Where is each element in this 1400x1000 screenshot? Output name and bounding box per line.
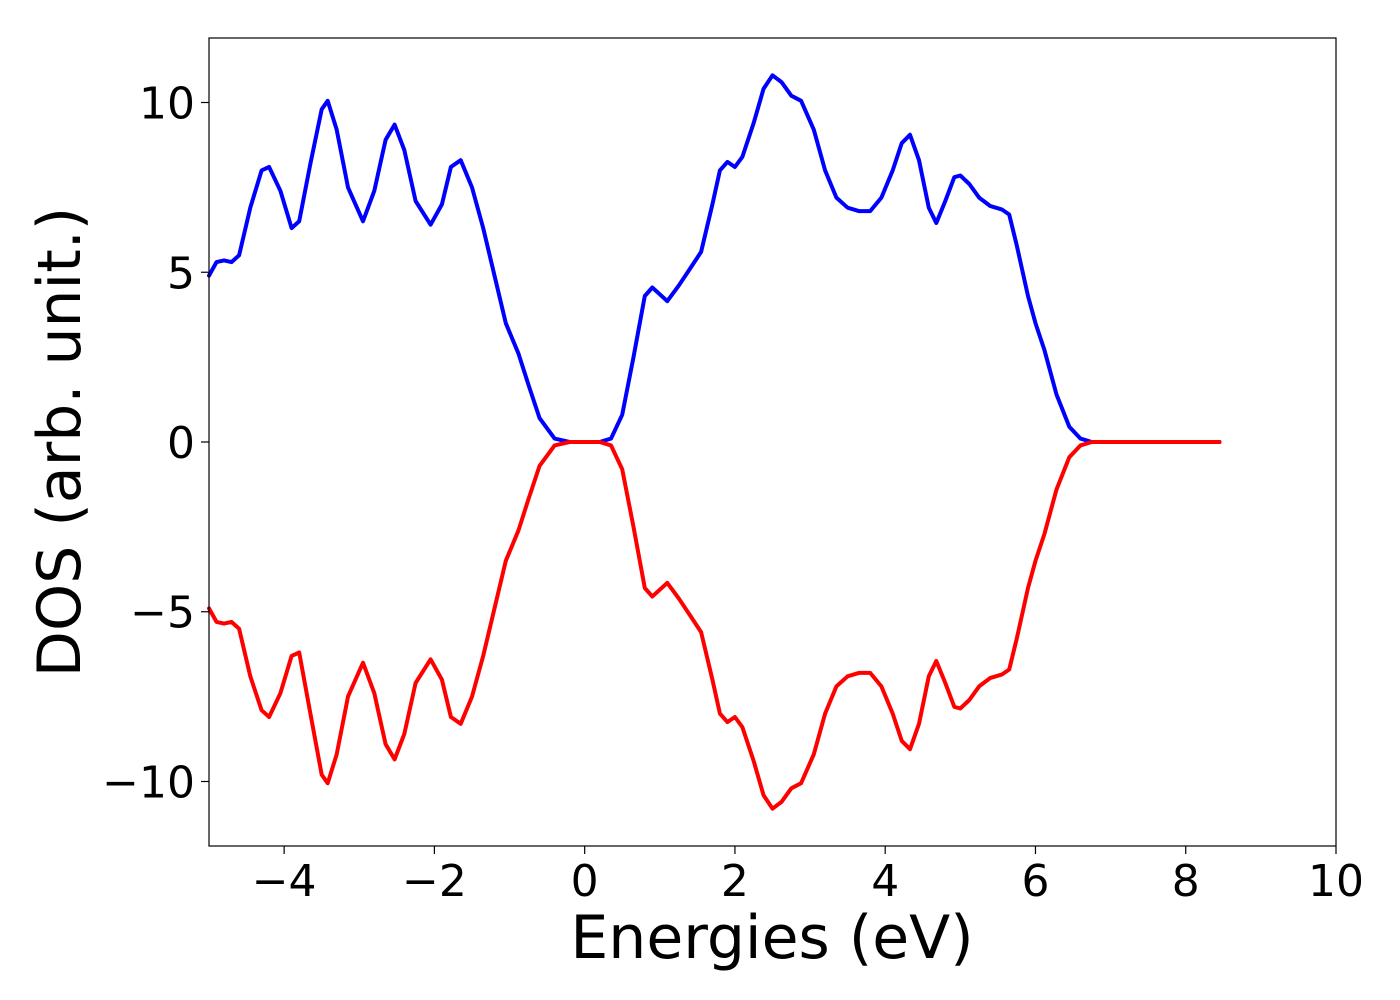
x-tick-label: 8 <box>1172 856 1200 907</box>
y-tick-label: 5 <box>167 248 195 299</box>
y-axis-ticks: 10 5 0 −5 −10 <box>102 79 209 808</box>
x-tick-label: 6 <box>1021 856 1049 907</box>
x-tick-label: 4 <box>871 856 899 907</box>
series-line-1 <box>207 73 1222 444</box>
y-axis-title: DOS (arb. unit.) <box>25 207 95 677</box>
x-tick-label: 0 <box>571 856 599 907</box>
x-tick-label: −4 <box>252 856 317 907</box>
x-tick-label: 2 <box>721 856 749 907</box>
plot-lines <box>207 73 1222 811</box>
series-line-2 <box>207 440 1222 811</box>
x-tick-label: 10 <box>1308 856 1364 907</box>
x-tick-label: −2 <box>402 856 467 907</box>
x-axis-ticks: −4 −2 0 2 4 6 8 10 <box>252 846 1364 907</box>
y-tick-label: −10 <box>102 757 195 808</box>
y-tick-label: 0 <box>167 418 195 469</box>
y-tick-label: −5 <box>130 588 195 639</box>
x-axis-title: Energies (eV) <box>570 903 973 973</box>
y-tick-label: 10 <box>139 79 195 130</box>
